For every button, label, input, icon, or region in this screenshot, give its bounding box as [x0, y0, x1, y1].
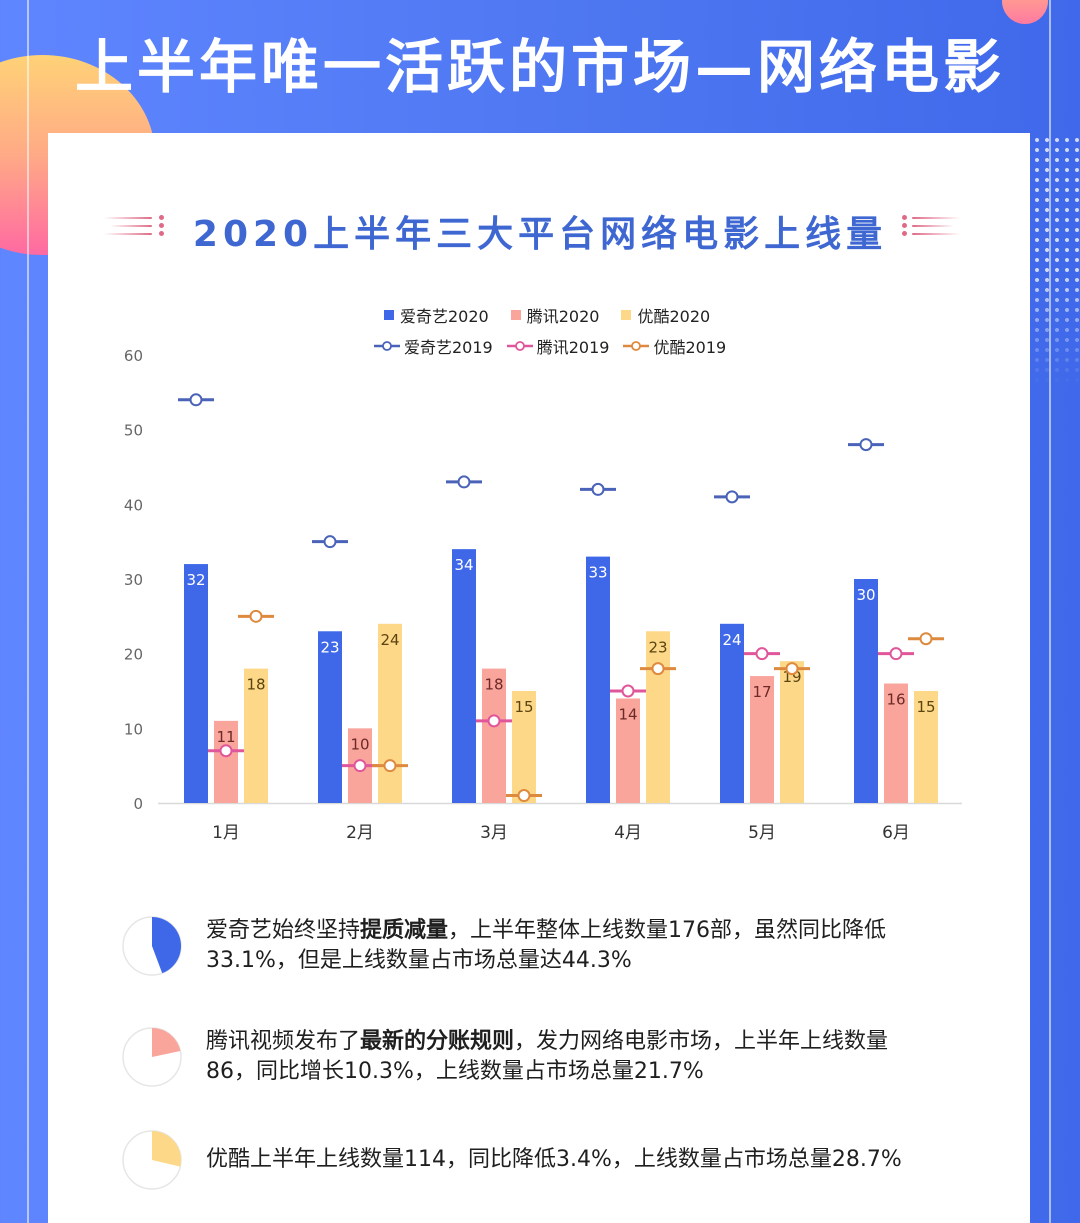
summary-item-tencent: 腾讯视频发布了最新的分账规则，发力网络电影市场，上半年上线数量86，同比增长10…	[122, 1027, 906, 1087]
bar	[512, 691, 536, 803]
bar	[914, 691, 938, 803]
summary-text-tencent: 腾讯视频发布了最新的分账规则，发力网络电影市场，上半年上线数量86，同比增长10…	[206, 1029, 889, 1084]
page-title: 上半年唯一活跃的市场—网络电影	[74, 33, 1005, 101]
y-tick-label: 20	[124, 646, 143, 664]
bar-value-label: 32	[186, 571, 205, 589]
legend-swatch-youku-2020	[621, 310, 632, 320]
bar	[378, 623, 402, 803]
marker-point	[651, 662, 665, 676]
legend-item-tencent-2020: 腾讯2020	[510, 303, 599, 327]
legend-swatch-iqiyi-2020	[384, 310, 394, 320]
decorative-line-right	[1049, 0, 1051, 1223]
bar-value-label: 16	[886, 691, 905, 709]
marker-point	[785, 662, 799, 676]
subtitle-deco-right	[902, 214, 962, 242]
bar	[750, 676, 774, 803]
bar-value-label: 10	[350, 735, 369, 753]
bar-value-label: 23	[320, 638, 339, 656]
marker-point	[725, 490, 739, 504]
legend-item-iqiyi-2019: 爱奇艺2019	[374, 334, 493, 358]
bar-value-label: 17	[752, 683, 771, 701]
marker-point	[353, 759, 367, 773]
marker-point	[755, 647, 769, 661]
legend-swatch-tencent-2020	[510, 310, 521, 320]
marker-point	[323, 535, 337, 549]
marker-point	[457, 475, 471, 489]
x-tick-label: 3月	[480, 823, 508, 843]
y-tick-label: 40	[124, 496, 143, 514]
pie-tencent-icon	[122, 1027, 182, 1087]
marker-point	[889, 647, 903, 661]
y-tick-label: 60	[124, 347, 143, 365]
marker-point	[621, 684, 635, 698]
bar	[586, 556, 610, 803]
subtitle-deco-left	[104, 214, 164, 242]
marker-point	[249, 609, 263, 623]
pie-youku-icon	[122, 1130, 182, 1190]
marker-point	[859, 438, 873, 452]
bar	[854, 579, 878, 803]
legend-item-youku-2019: 优酷2019	[623, 334, 726, 358]
chart-title: 2020上半年三大平台网络电影上线量	[192, 214, 888, 255]
marker-point	[219, 744, 233, 758]
bar-value-label: 34	[454, 556, 473, 574]
x-tick-label: 6月	[882, 823, 910, 843]
legend-item-youku-2020: 优酷2020	[621, 303, 710, 327]
bar	[482, 668, 506, 803]
bar	[184, 564, 208, 803]
bar	[884, 683, 908, 803]
legend-item-iqiyi-2020: 爱奇艺2020	[384, 303, 489, 327]
bar	[646, 631, 670, 803]
bar	[720, 623, 744, 803]
bar-value-label: 24	[380, 631, 399, 649]
bar	[318, 631, 342, 803]
legend-marker-tencent-2019-icon	[506, 341, 533, 351]
y-tick-label: 30	[124, 571, 143, 589]
marker-point	[487, 714, 501, 728]
bar-value-label: 15	[514, 698, 533, 716]
bar-value-label: 23	[648, 638, 667, 656]
legend-item-tencent-2019: 腾讯2019	[506, 334, 609, 358]
bar-value-label: 18	[246, 676, 265, 694]
bar-value-label: 15	[916, 698, 935, 716]
x-tick-label: 1月	[212, 823, 240, 843]
bar-value-label: 18	[484, 676, 503, 694]
marker-point	[591, 482, 605, 496]
summary-text-youku: 优酷上半年上线数量114，同比降低3.4%，上线数量占市场总量28.7%	[206, 1147, 902, 1172]
summary-item-iqiyi: 爱奇艺始终坚持提质减量，上半年整体上线数量176部，虽然同比降低33.1%，但是…	[122, 916, 906, 976]
bar-value-label: 30	[856, 586, 875, 604]
marker-point	[919, 632, 933, 646]
x-tick-label: 4月	[614, 823, 642, 843]
marker-point	[383, 759, 397, 773]
y-tick-label: 0	[133, 795, 143, 813]
decorative-dot-grid	[1032, 135, 1080, 385]
bar-value-label: 14	[618, 705, 637, 723]
bar-value-label: 11	[216, 728, 235, 746]
x-tick-label: 2月	[346, 823, 374, 843]
bar	[244, 668, 268, 803]
legend-marker-iqiyi-2019-icon	[374, 341, 400, 351]
bar	[452, 549, 476, 803]
marker-point	[189, 393, 203, 407]
bar-value-label: 24	[722, 631, 741, 649]
bar	[214, 720, 238, 803]
pie-iqiyi-icon	[122, 916, 182, 976]
y-tick-label: 10	[124, 720, 143, 738]
summary-item-youku: 优酷上半年上线数量114，同比降低3.4%，上线数量占市场总量28.7%	[122, 1130, 986, 1190]
bar-chart: 0 10 20 30 40 50 60 32 23 34 33 24 30 11 10 18 14 17 16 18 2…	[124, 347, 962, 843]
bar-value-label: 33	[588, 564, 607, 582]
x-tick-label: 5月	[748, 823, 776, 843]
decorative-line-left	[27, 0, 29, 1223]
bar	[616, 698, 640, 803]
bar	[780, 661, 804, 803]
legend-marker-youku-2019-icon	[623, 341, 650, 351]
summary-text-iqiyi: 爱奇艺始终坚持提质减量，上半年整体上线数量176部，虽然同比降低33.1%，但是…	[206, 918, 887, 973]
marker-point	[517, 789, 531, 803]
y-tick-label: 50	[124, 422, 143, 440]
